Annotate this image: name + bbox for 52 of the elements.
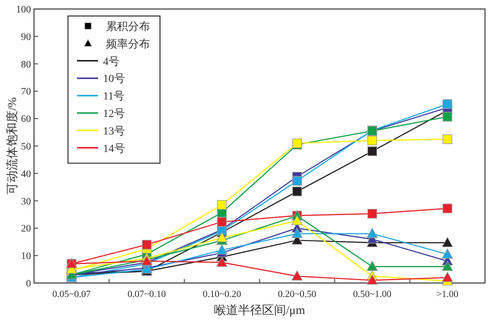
- point: [442, 272, 453, 282]
- y-tick-label: 100: [16, 4, 31, 16]
- legend-label: 11号: [103, 90, 125, 103]
- point: [216, 232, 228, 242]
- legend-label: 4号: [103, 56, 120, 68]
- point: [442, 204, 452, 214]
- x-tick-label: 0.10~0.20: [202, 290, 242, 300]
- x-axis-title: 喉道半径区间/μm: [214, 303, 306, 317]
- point: [292, 186, 302, 196]
- point: [367, 208, 378, 218]
- legend-label: 13号: [103, 125, 125, 138]
- point: [216, 244, 228, 254]
- y-tick-label: 80: [21, 59, 31, 70]
- point: [366, 274, 378, 285]
- point: [442, 248, 453, 259]
- x-tick-label: 0.05~0.07: [52, 290, 92, 300]
- point: [292, 215, 303, 226]
- point: [442, 99, 452, 109]
- x-tick-label: >1.00: [436, 290, 459, 300]
- y-tick-label: 90: [21, 32, 31, 43]
- y-tick-label: 70: [21, 86, 31, 98]
- x-tick-label: 0.20~0.50: [278, 290, 317, 300]
- y-tick-label: 50: [21, 142, 31, 152]
- point: [367, 146, 378, 156]
- point: [142, 240, 152, 250]
- x-tick-label: 0.50~1.00: [353, 290, 392, 300]
- y-tick-label: 20: [21, 224, 31, 235]
- point: [292, 270, 303, 280]
- point: [442, 112, 452, 122]
- y-tick-label: 30: [21, 196, 31, 208]
- y-tick-label: 60: [21, 114, 31, 126]
- legend-label: 14号: [103, 142, 125, 155]
- annotation: 频率分布: [106, 37, 150, 50]
- annotation: 累积分布: [106, 21, 150, 33]
- point: [366, 228, 378, 238]
- point: [292, 228, 303, 238]
- point: [366, 260, 378, 271]
- point: [442, 237, 453, 248]
- y-tick-label: 0: [26, 278, 31, 290]
- legend-label: 12号: [103, 108, 125, 120]
- point: [442, 134, 452, 144]
- y-axis-title: 可动流体饱和度/%: [5, 97, 19, 195]
- point: [442, 260, 453, 271]
- point: [217, 200, 227, 210]
- y-tick-label: 10: [21, 251, 31, 262]
- x-tick-label: 0.07~0.10: [128, 290, 166, 300]
- y-tick-label: 40: [21, 168, 31, 180]
- point: [292, 176, 302, 186]
- point: [367, 136, 378, 146]
- point: [217, 217, 227, 227]
- legend-label: 10号: [103, 73, 125, 86]
- point: [216, 256, 228, 267]
